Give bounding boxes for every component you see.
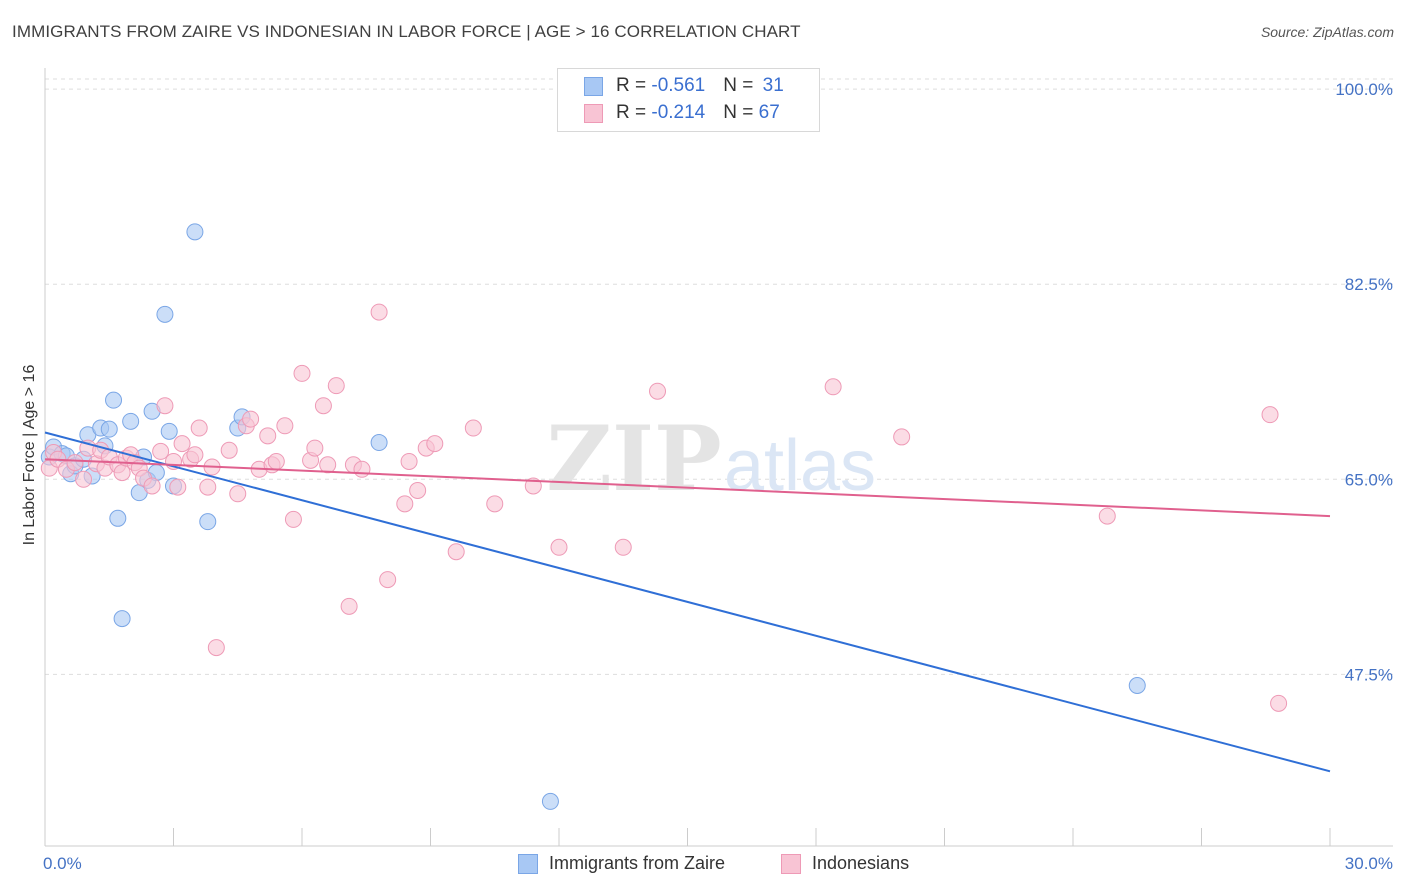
legend-r-value: -0.214 bbox=[651, 102, 706, 123]
legend-n-label: N = bbox=[723, 75, 759, 96]
zaire-swatch-icon bbox=[584, 77, 603, 96]
indonesian-point bbox=[173, 435, 191, 453]
zaire-point bbox=[1128, 676, 1146, 694]
watermark-zip: ZIP bbox=[546, 406, 721, 512]
zaire-point bbox=[160, 422, 178, 440]
gridlines bbox=[45, 78, 1393, 675]
indonesian-point bbox=[1098, 507, 1116, 525]
zaire-point bbox=[100, 420, 118, 438]
indonesian-point bbox=[284, 510, 302, 528]
indonesian-point bbox=[259, 427, 277, 445]
zaire-point bbox=[122, 412, 140, 430]
zaire-point bbox=[199, 513, 217, 531]
zaire-point bbox=[186, 223, 204, 241]
indonesian-point bbox=[207, 639, 225, 657]
data-points bbox=[40, 223, 1288, 810]
indonesian-point bbox=[293, 364, 311, 382]
indonesian-trend-line bbox=[44, 458, 1331, 518]
indonesian-point bbox=[340, 597, 358, 615]
y-tick-label: 47.5% bbox=[1345, 665, 1393, 684]
indonesian-point bbox=[66, 454, 84, 472]
legend-r-label: R = bbox=[616, 75, 652, 96]
indonesian-point bbox=[396, 495, 414, 513]
indonesian-point bbox=[1261, 406, 1279, 424]
indonesian-point bbox=[550, 538, 568, 556]
indonesian-point bbox=[400, 452, 418, 470]
y-axis-label: In Labor Force | Age > 16 bbox=[21, 364, 38, 546]
zaire-point bbox=[156, 305, 174, 323]
zaire-point bbox=[109, 509, 127, 527]
indonesian-point bbox=[156, 397, 174, 415]
x-tick-label: 0.0% bbox=[43, 854, 82, 873]
indonesian-point bbox=[649, 382, 667, 400]
indonesians-legend-icon bbox=[781, 854, 801, 874]
legend-r-value: -0.561 bbox=[651, 75, 706, 96]
trend-lines bbox=[44, 431, 1331, 773]
indonesian-point bbox=[353, 460, 371, 478]
indonesian-point bbox=[824, 378, 842, 396]
source-label: Source: ZipAtlas.com bbox=[1260, 24, 1394, 40]
indonesian-point bbox=[893, 428, 911, 446]
x-tick-label: 30.0% bbox=[1345, 854, 1393, 873]
indonesian-point bbox=[464, 419, 482, 437]
indonesian-point bbox=[379, 571, 397, 589]
bottom-legend-label: Immigrants from Zaire bbox=[549, 853, 726, 873]
legend-n-value: 31 bbox=[762, 75, 784, 96]
indonesian-point bbox=[409, 481, 427, 499]
indonesian-point bbox=[447, 543, 465, 561]
tick-labels: 47.5% 65.0% 82.5% 100.0% 0.0% 30.0% bbox=[43, 80, 1393, 873]
watermark: ZIP atlas bbox=[546, 406, 876, 512]
zaire-point bbox=[105, 391, 123, 409]
indonesian-point bbox=[186, 446, 204, 464]
indonesian-point bbox=[242, 410, 260, 428]
indonesian-point bbox=[143, 477, 161, 495]
indonesian-point bbox=[152, 442, 170, 460]
bottom-legend-label: Indonesians bbox=[812, 853, 910, 873]
indonesian-point bbox=[190, 419, 208, 437]
legend-r-label: R = bbox=[616, 102, 652, 123]
indonesian-point bbox=[327, 377, 345, 395]
indonesian-point bbox=[75, 470, 93, 488]
y-tick-label: 100.0% bbox=[1335, 80, 1393, 99]
indonesian-point bbox=[276, 417, 294, 435]
indonesian-point bbox=[370, 303, 388, 321]
zaire-point bbox=[370, 434, 388, 452]
legend-n-value: 67 bbox=[758, 102, 780, 123]
indonesian-point bbox=[486, 495, 504, 513]
indonesian-point bbox=[614, 538, 632, 556]
indonesians-swatch-icon bbox=[584, 104, 603, 123]
zaire-legend-icon bbox=[518, 854, 538, 874]
indonesian-point bbox=[426, 435, 444, 453]
indonesian-point bbox=[229, 485, 247, 503]
y-tick-label: 65.0% bbox=[1345, 470, 1393, 489]
stats-legend: R = -0.561 N = 31 R = -0.214 N = 67 bbox=[557, 68, 820, 132]
zaire-trend-line bbox=[44, 431, 1331, 773]
indonesian-point bbox=[199, 478, 217, 496]
indonesian-point bbox=[1270, 694, 1288, 712]
indonesian-point bbox=[306, 439, 324, 457]
indonesian-point bbox=[169, 478, 187, 496]
indonesian-point bbox=[314, 397, 332, 415]
indonesian-point bbox=[267, 452, 285, 470]
zaire-point bbox=[541, 792, 559, 810]
indonesian-point bbox=[220, 441, 238, 459]
y-tick-label: 82.5% bbox=[1345, 275, 1393, 294]
indonesian-point bbox=[319, 456, 337, 474]
chart-title: IMMIGRANTS FROM ZAIRE VS INDONESIAN IN L… bbox=[12, 22, 801, 41]
zaire-point bbox=[113, 610, 131, 628]
legend-n-label: N = bbox=[723, 102, 759, 123]
